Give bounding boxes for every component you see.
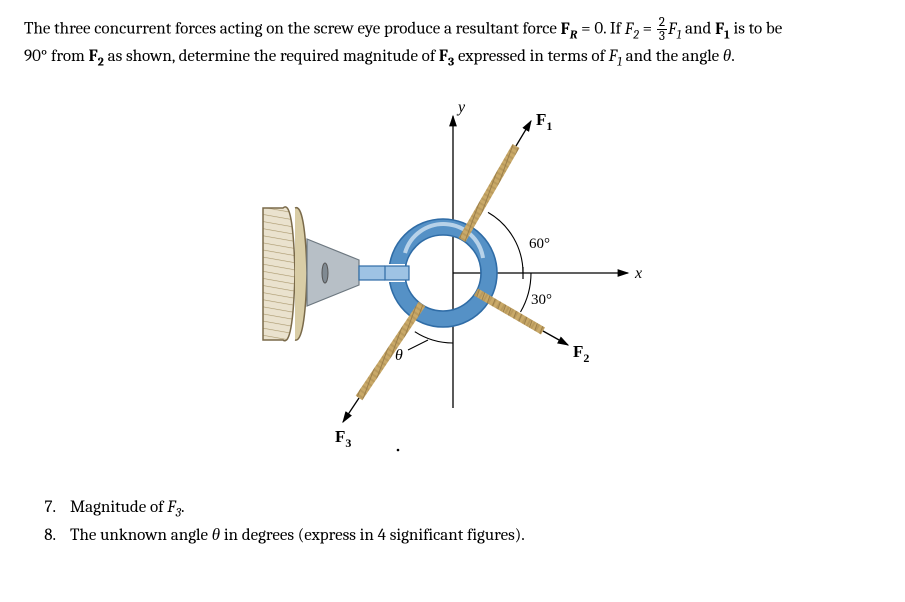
question-8: 8. The unknown angle θ in degrees (expre… [24, 523, 881, 549]
bracket [307, 239, 359, 306]
question-number: 7. [24, 495, 70, 521]
text: 90° from [24, 47, 89, 66]
screw-eye-ring [385, 219, 497, 327]
figure: y x F1 F2 F3 60° 30° θ [24, 88, 881, 467]
var-F1-bold: F1 [715, 20, 730, 39]
label-f1: F1 [536, 110, 552, 133]
text: . [731, 47, 735, 66]
wood-wall [263, 207, 307, 341]
text: and the angle [622, 47, 723, 66]
label-angle-30: 30° [531, 292, 552, 308]
text: = 0. If [577, 20, 624, 39]
label-f3: F3 [335, 427, 351, 450]
label-theta: θ [395, 347, 403, 364]
var-F1: F1 [668, 20, 681, 39]
question-text: Magnitude of F3. [70, 495, 185, 521]
axis-label-x: x [634, 265, 642, 282]
fraction: 23 [657, 16, 667, 44]
text: = [639, 20, 656, 39]
question-text: The unknown angle θ in degrees (express … [70, 523, 525, 549]
var-F2: F2 [625, 20, 639, 39]
text: and [681, 20, 715, 39]
label-angle-60: 60° [529, 236, 550, 252]
text: is to be [730, 20, 782, 39]
question-list: 7. Magnitude of F3. 8. The unknown angle… [24, 495, 881, 549]
var-F2-bold: F2 [89, 47, 104, 66]
text: expressed in terms of [454, 47, 608, 66]
angle-arc-30 [520, 273, 531, 312]
question-number: 8. [24, 523, 70, 549]
question-7: 7. Magnitude of F3. [24, 495, 881, 521]
var-FR: FR [561, 20, 578, 39]
text: as shown, determine the required magnitu… [104, 47, 439, 66]
var-F1-ital: F1 [609, 47, 622, 66]
label-f2: F2 [573, 342, 589, 365]
text: The three concurrent forces acting on th… [24, 20, 561, 39]
var-F3-bold: F3 [439, 47, 454, 66]
axis-label-y: y [456, 99, 466, 116]
problem-statement: The three concurrent forces acting on th… [24, 16, 881, 70]
angle-arc-theta [414, 332, 452, 343]
